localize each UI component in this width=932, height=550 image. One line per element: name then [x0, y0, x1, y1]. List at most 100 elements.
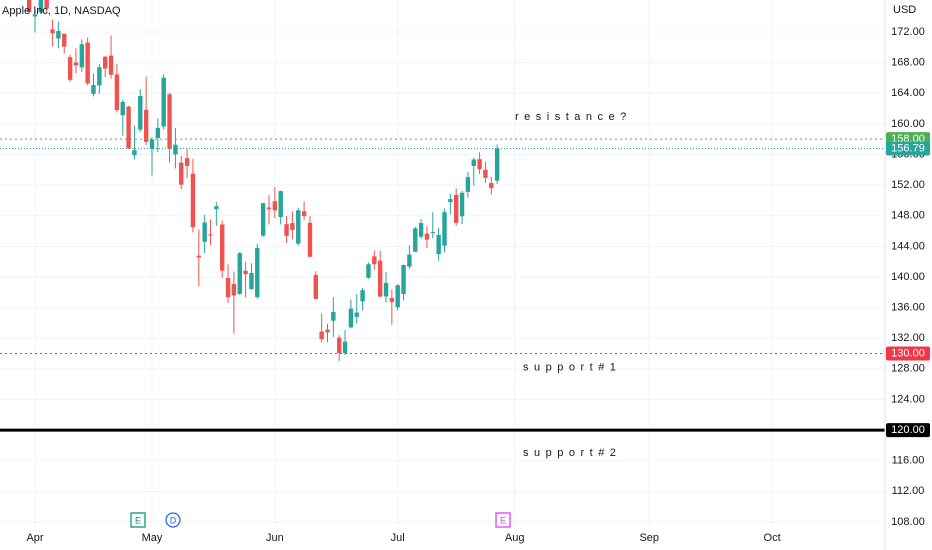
candle-body [231, 283, 237, 296]
grid [0, 0, 885, 528]
y-axis-label: USD [893, 4, 916, 16]
y-tick-label: 168.00 [891, 57, 925, 69]
y-tick-label: 160.00 [891, 118, 925, 130]
level-label-bg [886, 346, 930, 361]
candle-body [38, 0, 44, 13]
candle-body [220, 224, 225, 271]
candle-body [354, 312, 359, 317]
y-tick-label: 116.00 [892, 455, 925, 467]
candle-body [360, 290, 365, 302]
y-tick-label: 124.00 [891, 393, 925, 405]
level-label-bg [886, 423, 930, 438]
y-tick-label: 140.00 [891, 271, 925, 283]
candle-body [372, 256, 377, 265]
candle-body [325, 329, 330, 333]
candle-body [26, 0, 32, 13]
candle-body [418, 223, 424, 237]
candle-body [319, 331, 324, 340]
candle-body [155, 127, 161, 139]
candle-body [167, 94, 172, 149]
y-tick-label: 108.00 [891, 516, 925, 528]
candle-body [383, 282, 389, 297]
x-tick-label: Sep [639, 532, 659, 544]
candle-body [366, 264, 371, 278]
y-tick-label: 128.00 [891, 363, 925, 375]
candle-body [278, 191, 283, 218]
candle-body [143, 109, 149, 142]
candle-body [120, 101, 125, 116]
y-tick-label: 164.00 [891, 87, 925, 99]
candle-body [494, 148, 500, 181]
candle-body [138, 96, 143, 130]
x-tick-label: Apr [26, 532, 43, 544]
event-marker [130, 512, 146, 528]
x-tick-label: Jun [266, 532, 284, 544]
candle-body [348, 308, 354, 328]
candle-body [448, 199, 453, 203]
x-tick-label: Aug [505, 532, 525, 544]
event-label: E [135, 515, 141, 525]
candle-body [389, 298, 395, 303]
candle-body [255, 248, 260, 297]
candle-body [483, 169, 488, 178]
candle-body [296, 210, 301, 244]
candle-body [97, 67, 102, 86]
candle-body [179, 162, 184, 185]
candle-body [413, 228, 418, 252]
candle-body [85, 42, 90, 84]
plot [0, 0, 885, 432]
candle-body [471, 159, 476, 166]
candle-body [284, 224, 289, 236]
x-tick-label: May [142, 532, 163, 544]
level-label: 120.00 [891, 424, 925, 436]
candle-body [430, 232, 435, 234]
candle-body [62, 33, 67, 47]
candle-body [465, 177, 471, 192]
candle-body [126, 106, 131, 149]
y-tick-label: 148.00 [891, 210, 925, 222]
candle-body [477, 159, 482, 170]
y-tick-label: 144.00 [891, 240, 925, 252]
candle-body [91, 85, 96, 94]
chart-title: Apple Inc, 1D, NASDAQ [2, 5, 121, 17]
candle-body [32, 14, 38, 17]
candle-body [196, 255, 201, 258]
candle-body [132, 150, 137, 156]
candle-body [401, 265, 406, 295]
candle-body [489, 183, 494, 189]
candle-body [395, 285, 400, 308]
candle-body [301, 211, 307, 217]
candle-body [442, 212, 447, 246]
y-tick-label: 152.00 [891, 179, 925, 191]
event-label: D [170, 515, 177, 525]
candle-body [249, 272, 254, 289]
candle-body [161, 77, 166, 127]
candle-body [79, 44, 84, 68]
candle-body [44, 0, 49, 9]
candle-body [173, 144, 178, 155]
candle-body [407, 254, 412, 267]
candle-body [243, 270, 248, 275]
price-label: 156.79 [891, 142, 925, 154]
candle-body [272, 201, 278, 211]
candle-body [225, 277, 231, 298]
annotation: resistance? [515, 111, 632, 123]
candle-body [67, 57, 73, 80]
y-tick-label: 112.00 [892, 485, 925, 497]
candle-body [342, 341, 348, 353]
candle-body [184, 158, 190, 166]
candle-body [337, 337, 342, 354]
y-tick-label: 136.00 [891, 302, 925, 314]
candle-body [208, 234, 213, 236]
candle-body [260, 203, 266, 236]
x-tick-label: Jul [391, 532, 405, 544]
level-label: 130.00 [891, 347, 925, 359]
candle-body [331, 311, 336, 321]
candle-body [313, 274, 318, 299]
candle-body [50, 29, 55, 34]
candle-body [436, 234, 441, 255]
candle-body [266, 207, 272, 210]
candle-body [307, 222, 313, 257]
